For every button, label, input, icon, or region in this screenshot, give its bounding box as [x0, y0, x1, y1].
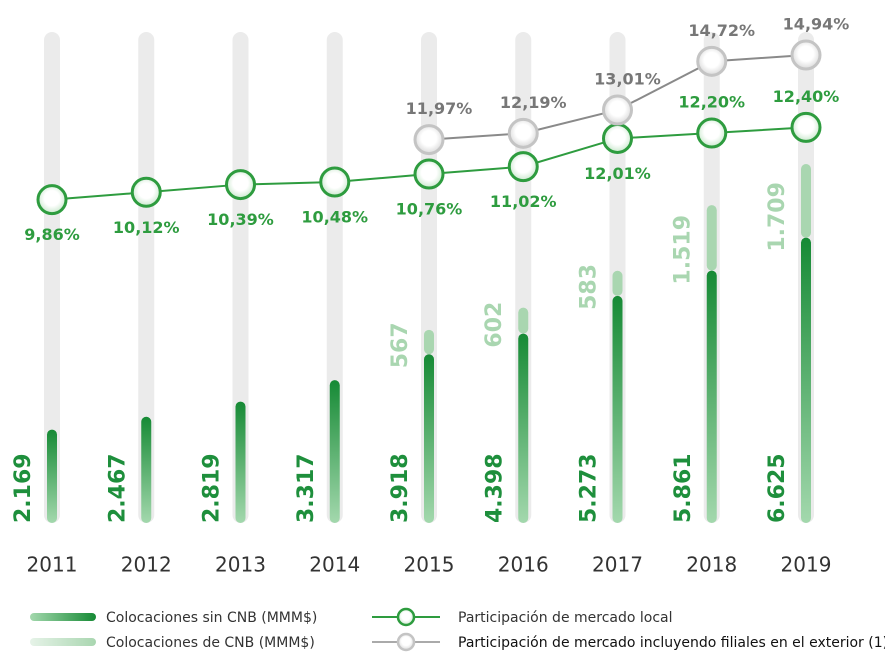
value-label: 9,86%: [24, 225, 80, 244]
value-label: 583: [577, 264, 602, 310]
value-label: 14,72%: [688, 21, 755, 40]
value-label: 6.625: [765, 453, 790, 523]
bar: [612, 295, 623, 523]
value-label: 11,02%: [490, 192, 557, 211]
legend: Colocaciones sin CNB (MMM$) Colocaciones…: [30, 607, 885, 652]
bar: [518, 307, 529, 334]
legend-marker: [396, 632, 416, 652]
x-tick-label: 2017: [592, 553, 643, 577]
bar: [801, 164, 811, 238]
marker: [130, 176, 162, 208]
value-label: 12,01%: [584, 164, 651, 183]
value-label: 3.918: [388, 453, 413, 523]
marker: [225, 169, 256, 201]
x-tick-label: 2018: [686, 553, 737, 577]
legend-swatch: [30, 613, 96, 621]
value-label: 11,97%: [406, 99, 473, 118]
marker: [602, 122, 633, 154]
value-label: 1.519: [671, 215, 696, 285]
legend-label: Participación de mercado incluyendo fili…: [458, 635, 885, 651]
bar: [424, 329, 434, 355]
legend-label: Colocaciones sin CNB (MMM$): [106, 610, 317, 626]
value-label: 1.709: [765, 182, 790, 252]
value-label: 5.861: [671, 453, 696, 523]
x-tick-label: 2011: [27, 553, 78, 577]
value-label: 5.273: [577, 453, 602, 523]
value-label: 12,20%: [678, 93, 745, 112]
bar: [801, 237, 811, 523]
value-label: 14,94%: [783, 15, 850, 34]
bar: [612, 270, 623, 296]
legend-label: Participación de mercado local: [458, 610, 673, 626]
track: [138, 32, 155, 523]
bar: [47, 429, 57, 523]
legend-label: Colocaciones de CNB (MMM$): [106, 635, 315, 651]
x-tick-label: 2015: [404, 553, 455, 577]
value-label: 13,01%: [594, 69, 661, 88]
bar: [329, 380, 340, 523]
marker: [790, 39, 822, 71]
bar: [706, 270, 717, 523]
value-label: 2.819: [200, 453, 225, 523]
marker: [696, 45, 728, 77]
track: [44, 32, 60, 523]
bar: [235, 401, 246, 523]
value-label: 10,48%: [301, 208, 368, 227]
marker: [507, 151, 539, 183]
marker: [319, 166, 351, 198]
value-label: 10,76%: [396, 200, 463, 219]
value-label: 12,19%: [500, 93, 567, 112]
value-label: 567: [388, 322, 413, 368]
x-tick-label: 2016: [498, 553, 549, 577]
bar: [424, 354, 434, 523]
x-tick-label: 2019: [781, 553, 832, 577]
legend-marker: [396, 607, 416, 627]
bar: [706, 205, 717, 271]
marker: [36, 184, 68, 216]
value-label: 10,12%: [113, 218, 180, 237]
marker: [696, 117, 728, 149]
value-label: 12,40%: [773, 87, 840, 106]
value-label: 4.398: [482, 453, 507, 523]
value-label: 2.169: [11, 453, 36, 523]
marker: [790, 111, 822, 143]
value-label: 2.467: [105, 453, 130, 523]
marker: [507, 117, 539, 149]
legend-swatch: [30, 638, 96, 646]
x-tick-label: 2014: [309, 553, 360, 577]
x-tick-label: 2013: [215, 553, 266, 577]
bar: [518, 333, 529, 523]
bar: [141, 416, 152, 523]
marker: [602, 94, 633, 126]
marker: [413, 124, 445, 156]
track: [232, 32, 249, 523]
x-tick-label: 2012: [121, 553, 172, 577]
value-label: 3.317: [294, 453, 319, 523]
value-label: 10,39%: [207, 210, 274, 229]
marker: [413, 158, 445, 190]
value-label: 602: [482, 302, 507, 348]
